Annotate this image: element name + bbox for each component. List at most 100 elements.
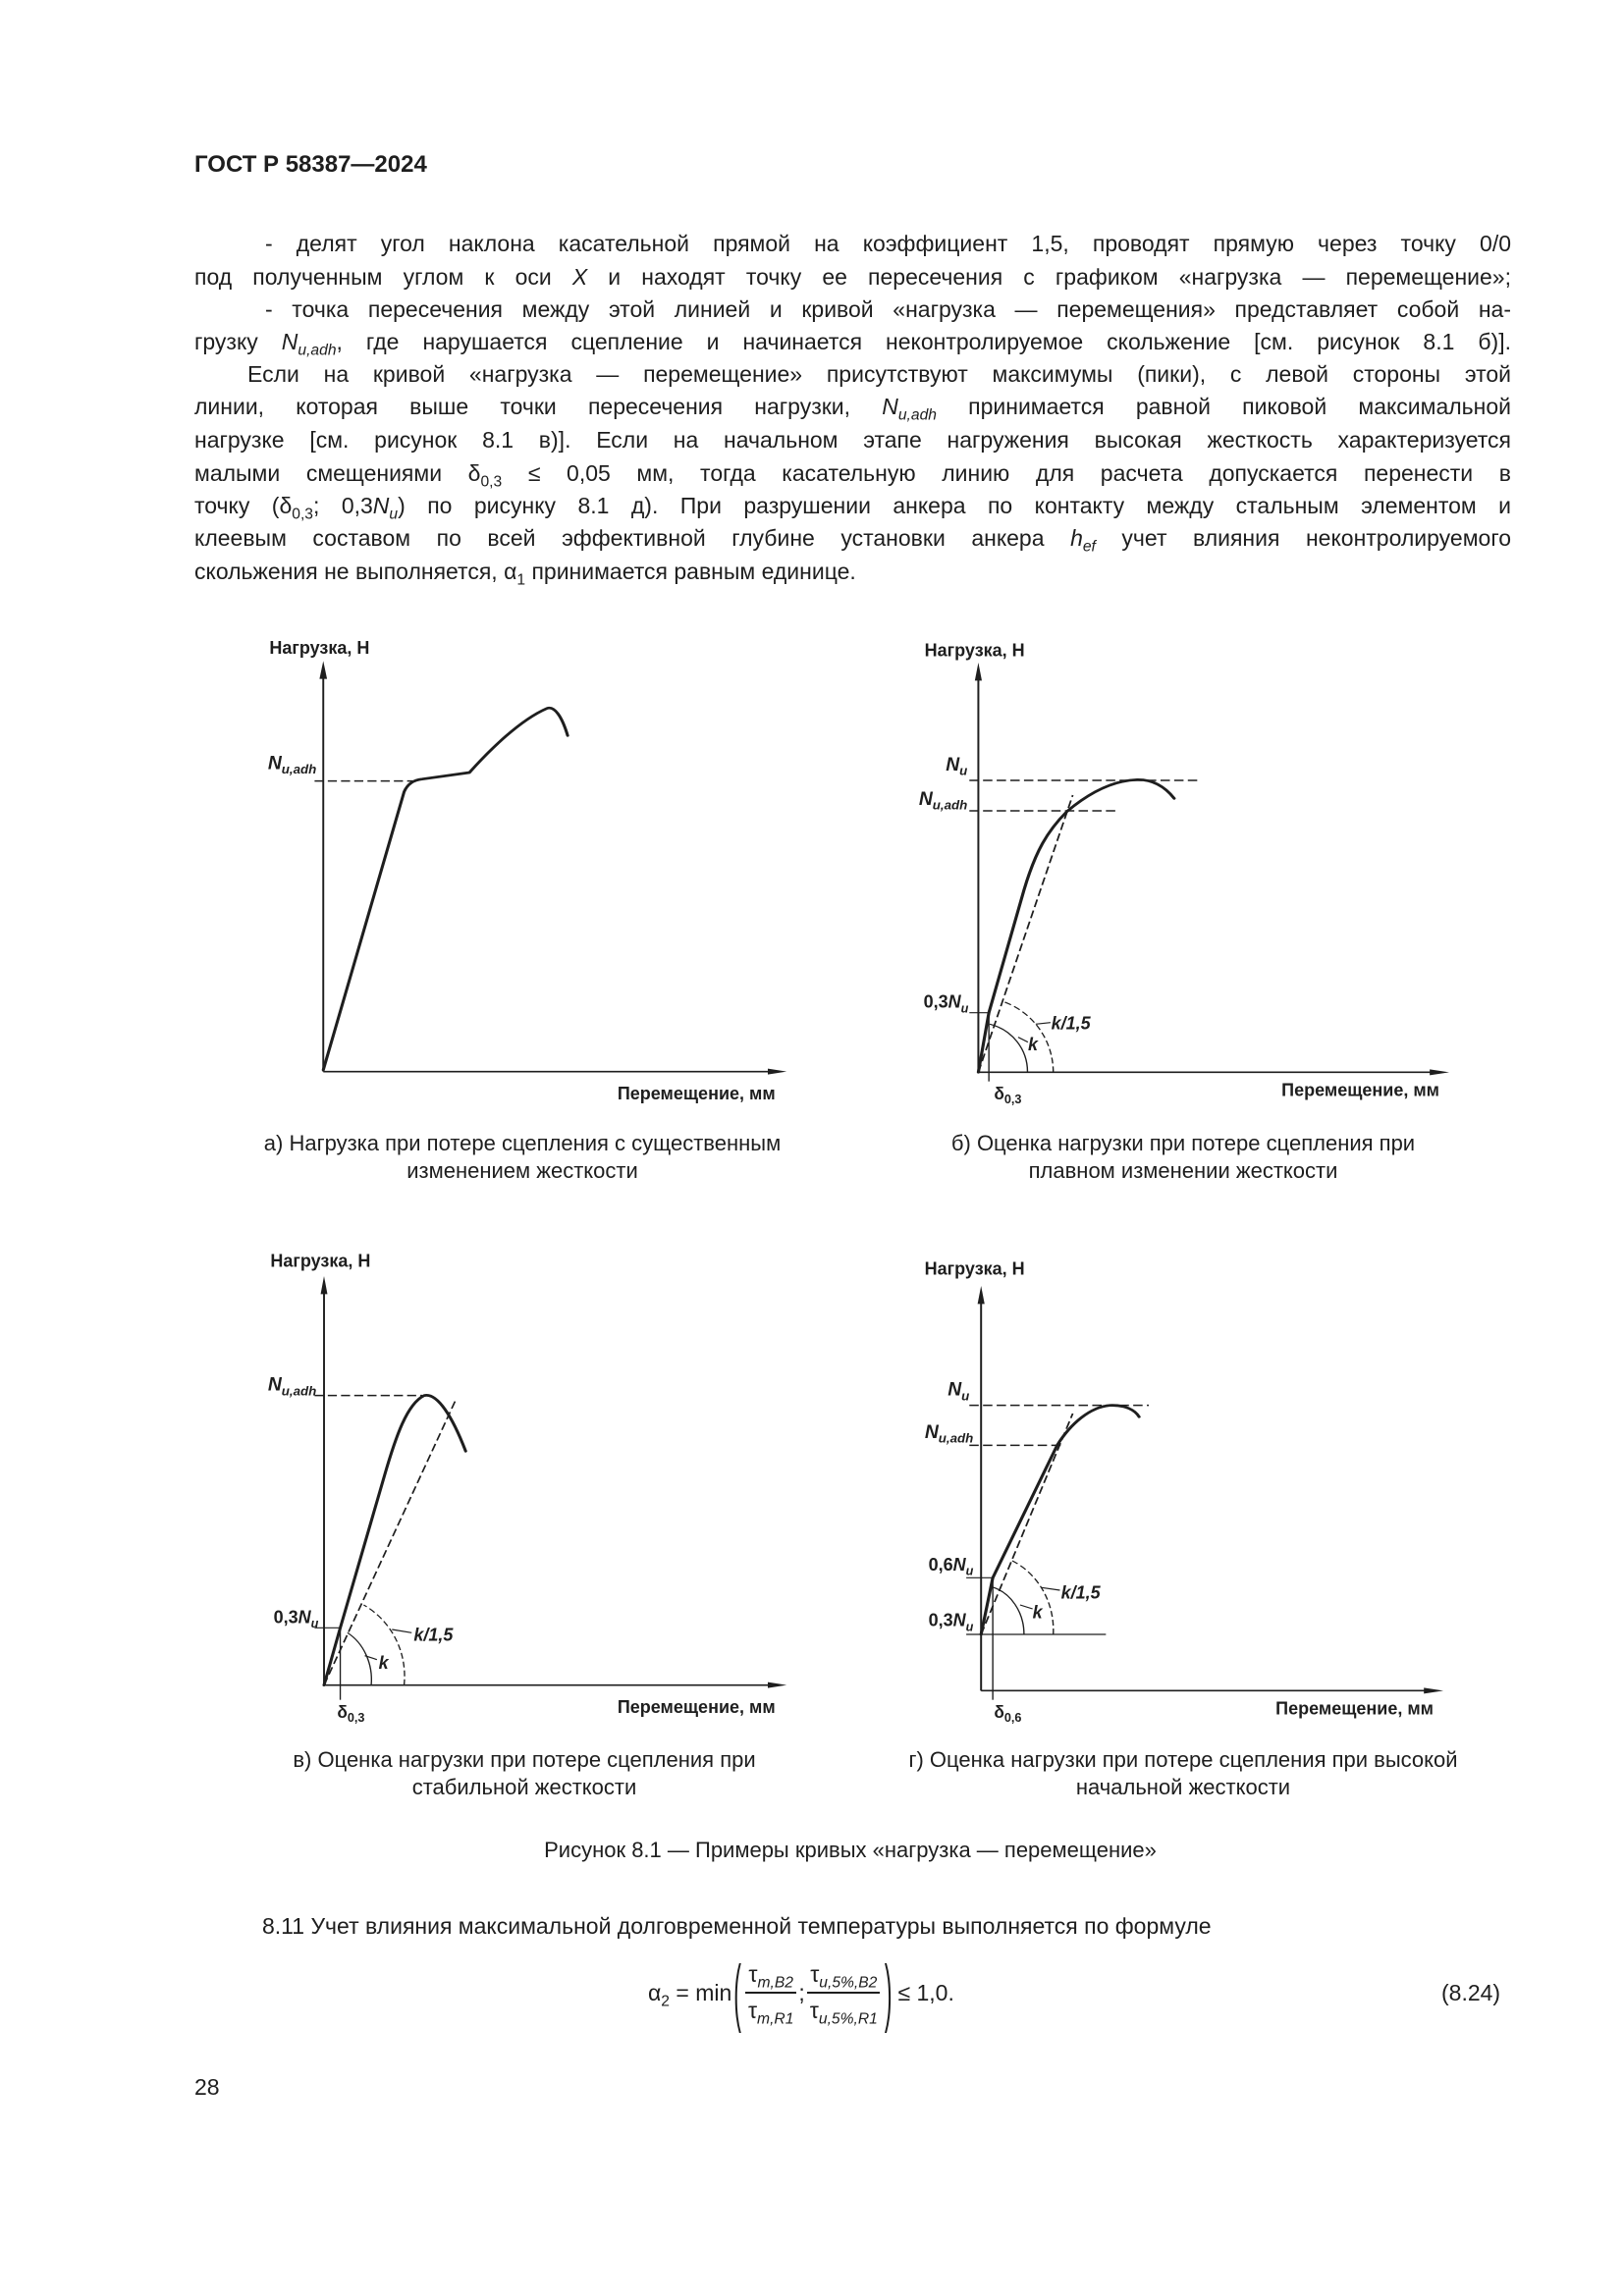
y-axis-label: Нагрузка, Н xyxy=(925,1258,1025,1278)
caption-b: б) Оценка нагрузки при потере сцепления … xyxy=(951,1130,1415,1185)
k15-leader xyxy=(1041,1586,1060,1591)
caption-a-line2: изменением жесткости xyxy=(406,1158,638,1183)
x-axis-arrow-icon xyxy=(767,1682,787,1688)
text-run: грузку xyxy=(194,329,282,354)
text-run: клеевым составом по всей эффективной глу… xyxy=(194,525,1071,551)
k15-label: k/1,5 xyxy=(413,1626,454,1645)
text-run: под полученным углом к оси xyxy=(194,264,572,290)
y-axis-arrow-icon xyxy=(977,1286,985,1305)
nu-label: Nu xyxy=(946,755,967,778)
delta03-label: δ0,3 xyxy=(337,1702,364,1725)
text-run: и находят точку ее пересечения с графико… xyxy=(587,264,1511,290)
k15-leader xyxy=(1035,1022,1052,1025)
caption-v-line1: в) Оценка нагрузки при потере сцепления … xyxy=(293,1747,756,1772)
n03-label: 0,3Nu xyxy=(924,992,969,1016)
x-axis-label: Перемещение, мм xyxy=(618,1084,776,1103)
nuadh-label: Nu,adh xyxy=(268,1375,317,1399)
k15-label: k/1,5 xyxy=(1052,1013,1092,1033)
italic-symbol: X xyxy=(571,264,588,290)
formula-lhs: α2 xyxy=(648,1979,670,2009)
body-line: - делят угол наклона касательной прямой … xyxy=(265,227,1511,260)
text-run: - делят угол наклона касательной прямой … xyxy=(265,231,1511,256)
formula-number: (8.24) xyxy=(1441,1980,1501,2005)
n03-label: 0,3Nu xyxy=(929,1611,974,1634)
body-line: скольжения не выполняется, α1 принимаетс… xyxy=(194,555,1511,588)
symbol-with-subscript: Nu,adh xyxy=(882,394,937,424)
secant-k15-line xyxy=(980,1413,1074,1635)
load-curve xyxy=(322,1394,467,1686)
symbol-with-subscript: Nu xyxy=(372,493,399,523)
caption-g: г) Оценка нагрузки при потере сцепления … xyxy=(908,1746,1457,1801)
text-run: линии, которая выше точки пересечения на… xyxy=(194,394,883,419)
figure-caption: Рисунок 8.1 — Примеры кривых «нагрузка —… xyxy=(544,1838,1157,1862)
text-run: малыми смещениями xyxy=(194,460,468,486)
k-label: k xyxy=(379,1653,390,1673)
load-curve xyxy=(979,1404,1141,1636)
figure-v-load-displacement: Нагрузка, Н Nu,adh 0,3Nu k/1,5 k δ0,3 Пе… xyxy=(268,1252,787,1725)
angle-k-arc xyxy=(992,1586,1025,1635)
text-run: , где нарушается сцепление и начинается … xyxy=(336,329,1511,354)
y-axis-label: Нагрузка, Н xyxy=(925,640,1025,660)
body-line: нагрузке [см. рисунок 8.1 в)]. Если на н… xyxy=(194,423,1511,456)
text-run: Если на кривой «нагрузка — перемещение» … xyxy=(247,361,1511,387)
k-leader xyxy=(1017,1037,1029,1043)
nuadh-label: Nu,adh xyxy=(925,1422,974,1446)
k-leader xyxy=(364,1655,378,1661)
y-axis-arrow-icon xyxy=(974,663,982,681)
load-curve xyxy=(321,706,569,1072)
k-label: k xyxy=(1033,1602,1044,1622)
body-line: грузку Nu,adh, где нарушается сцепление … xyxy=(194,325,1511,358)
y-axis-label: Нагрузка, Н xyxy=(270,1252,370,1271)
text-run: ; 0,3 xyxy=(313,493,373,518)
nu-label: Nu xyxy=(947,1380,969,1404)
n06-label: 0,6Nu xyxy=(929,1555,974,1578)
symbol-with-subscript: Nu,adh xyxy=(281,329,337,359)
caption-b-line2: плавном изменении жесткости xyxy=(1028,1158,1338,1183)
symbol-with-subscript: α1 xyxy=(504,559,526,589)
k15-label: k/1,5 xyxy=(1061,1582,1102,1602)
body-line: точку (δ0,3; 0,3Nu) по рисунку 8.1 д). П… xyxy=(194,489,1511,522)
x-axis-arrow-icon xyxy=(767,1068,787,1075)
load-curve xyxy=(976,777,1176,1074)
nuadh-label: Nu,adh xyxy=(268,753,317,776)
x-axis-label: Перемещение, мм xyxy=(1281,1081,1439,1100)
k-leader xyxy=(1019,1604,1033,1610)
k15-leader xyxy=(392,1629,412,1633)
formula-min: = min xyxy=(670,1979,732,2005)
figure-a-load-displacement: Нагрузка, Н Nu,adh Перемещение, мм xyxy=(268,638,787,1103)
caption-a: а) Нагрузка при потере сцепления с сущес… xyxy=(264,1130,781,1185)
text-run: нагрузке [см. рисунок 8.1 в)]. Если на н… xyxy=(194,427,1511,453)
formula-rhs: ≤ 1,0. xyxy=(897,1979,954,2005)
angle-k15-arc xyxy=(1003,1001,1055,1073)
text-run: точку ( xyxy=(194,493,280,518)
figure-g-load-displacement: Нагрузка, Н Nu Nu,adh 0,6Nu 0,3Nu k/1,5 … xyxy=(925,1258,1444,1725)
text-run: - точка пересечения между этой линией и … xyxy=(265,296,1511,322)
caption-b-line1: б) Оценка нагрузки при потере сцепления … xyxy=(950,1131,1416,1155)
section-8-11-intro: 8.11 Учет влияния максимальной долговрем… xyxy=(262,1913,1212,1939)
caption-a-line1: а) Нагрузка при потере сцепления с сущес… xyxy=(263,1131,782,1155)
body-line: - точка пересечения между этой линией и … xyxy=(265,293,1511,326)
text-run: учет влияния неконтролируемого xyxy=(1095,525,1511,551)
angle-k15-arc xyxy=(363,1604,406,1685)
fraction-2: τu,5%,B2 τu,5%,R1 xyxy=(807,1961,881,2027)
symbol-with-subscript: δ0,3 xyxy=(279,493,313,523)
text-run: принимается равным единице. xyxy=(525,559,856,584)
caption-v-line2: стабильной жесткости xyxy=(411,1775,637,1799)
y-axis-arrow-icon xyxy=(320,1276,328,1295)
text-run: скольжения не выполняется, xyxy=(194,559,505,584)
body-line: малыми смещениями δ0,3 ≤ 0,05 мм, тогда … xyxy=(194,456,1511,490)
symbol-with-subscript: hef xyxy=(1070,525,1096,556)
x-axis-arrow-icon xyxy=(1430,1069,1449,1076)
figure-b-load-displacement: Нагрузка, Н Nu Nu,adh 0,3Nu k/1,5 k δ0,3… xyxy=(919,640,1449,1106)
angle-k15-arc xyxy=(1011,1560,1055,1635)
text-run: ≤ 0,05 мм, тогда касательную линию для р… xyxy=(502,460,1511,486)
angle-k-arc xyxy=(347,1631,373,1685)
angle-k-arc xyxy=(989,1023,1029,1073)
right-paren: ) xyxy=(884,1949,893,2034)
caption-g-line1: г) Оценка нагрузки при потере сцепления … xyxy=(908,1747,1458,1772)
caption-v: в) Оценка нагрузки при потере сцепления … xyxy=(293,1746,755,1801)
delta06-label: δ0,6 xyxy=(994,1702,1021,1725)
page-number: 28 xyxy=(194,2074,220,2100)
body-line: клеевым составом по всей эффективной глу… xyxy=(194,521,1511,555)
delta03-label: δ0,3 xyxy=(994,1084,1021,1106)
